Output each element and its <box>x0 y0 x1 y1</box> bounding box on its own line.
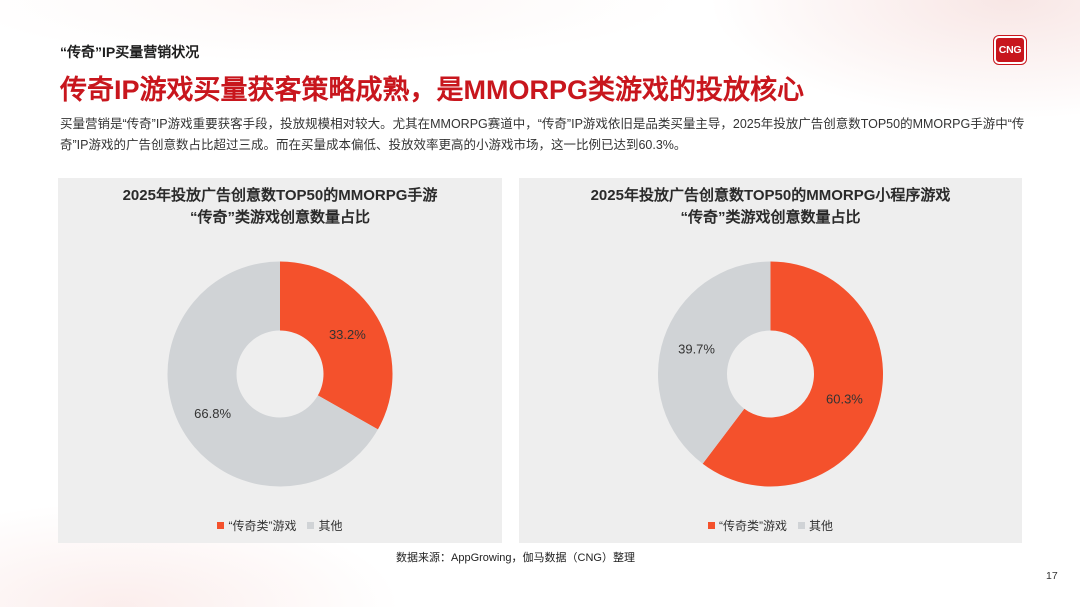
donut-chart-mini-program-games: 60.3% 39.7% <box>658 261 883 487</box>
chart-legend: “传奇类”游戏 其他 <box>519 517 1022 533</box>
section-label: “传奇”IP买量营销状况 <box>60 44 200 60</box>
legend-swatch-other <box>797 521 805 529</box>
donut-chart-mobile-games: 33.2% 66.8% <box>167 261 393 487</box>
page-title: 传奇IP游戏买量获客策略成熟，是MMORPG类游戏的投放核心 <box>60 75 805 105</box>
chart-legend: “传奇类”游戏 其他 <box>58 517 502 533</box>
slice-chuanqi <box>280 261 393 430</box>
slice-other <box>658 261 771 464</box>
chart-title-line-2: “传奇”类游戏创意数量占比 <box>189 209 370 226</box>
chart-title: 2025年投放广告创意数TOP50的MMORPG手游 “传奇”类游戏创意数量占比 <box>58 185 502 229</box>
legend-label-other: 其他 <box>808 518 833 533</box>
data-label-chuanqi: 60.3% <box>826 391 863 406</box>
legend-swatch-chuanqi <box>217 521 225 529</box>
chart-title-line-1: 2025年投放广告创意数TOP50的MMORPG小程序游戏 <box>590 187 951 204</box>
legend-label-chuanqi: “传奇类”游戏 <box>228 518 297 533</box>
legend-item-chuanqi: “传奇类”游戏 <box>217 517 296 534</box>
cng-logo: CNG <box>994 36 1026 64</box>
data-label-other: 39.7% <box>678 342 715 357</box>
slice-other <box>167 261 378 487</box>
intro-paragraph: 买量营销是“传奇”IP游戏重要获客手段，投放规模相对较大。尤其在MMORPG赛道… <box>60 117 1025 152</box>
data-label-other: 66.8% <box>194 406 231 421</box>
legend-swatch-other <box>307 521 315 529</box>
chart-title-line-2: “传奇”类游戏创意数量占比 <box>680 209 861 226</box>
page-number: 17 <box>1046 570 1058 582</box>
data-source-note: 数据来源：AppGrowing，伽马数据（CNG）整理 <box>396 552 635 564</box>
chart-panel-mini-program-games: 60.3% 39.7% 2025年投放广告创意数TOP50的MMORPG小程序游… <box>519 178 1022 543</box>
legend-swatch-chuanqi <box>707 521 715 529</box>
data-label-chuanqi: 33.2% <box>329 327 366 342</box>
chart-title-line-1: 2025年投放广告创意数TOP50的MMORPG手游 <box>122 187 438 204</box>
chart-panel-mobile-games: 33.2% 66.8% 2025年投放广告创意数TOP50的MMORPG手游 “… <box>58 178 502 543</box>
legend-item-other: 其他 <box>797 517 833 534</box>
legend-label-chuanqi: “传奇类”游戏 <box>718 518 787 533</box>
legend-label-other: 其他 <box>318 518 343 533</box>
legend-item-chuanqi: “传奇类”游戏 <box>707 517 787 534</box>
chart-title: 2025年投放广告创意数TOP50的MMORPG小程序游戏 “传奇”类游戏创意数… <box>519 185 1022 229</box>
legend-item-other: 其他 <box>307 517 343 534</box>
slice-chuanqi <box>702 261 883 487</box>
